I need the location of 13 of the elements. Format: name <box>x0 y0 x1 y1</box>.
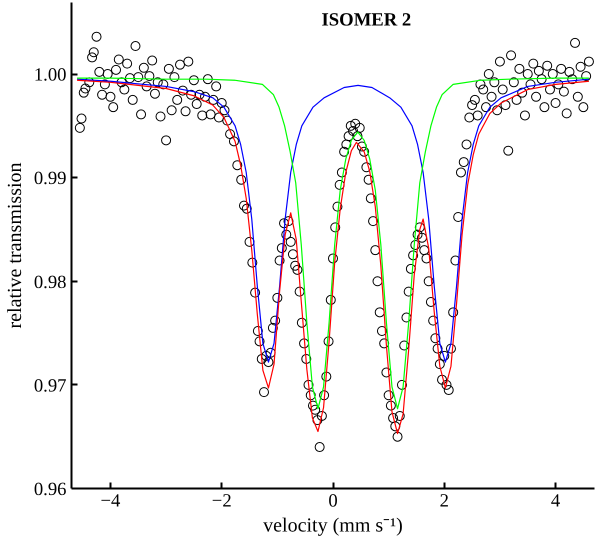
y-tick-label: 0.97 <box>34 375 67 396</box>
x-axis-title: velocity (mm s⁻¹) <box>263 514 403 536</box>
y-tick-label: 0.98 <box>34 272 67 293</box>
y-tick-label: 0.96 <box>34 479 67 500</box>
x-tick-label: −2 <box>212 490 232 512</box>
y-axis-title: relative transmission <box>4 162 26 329</box>
x-tick-label: −4 <box>100 490 122 512</box>
x-tick-label: 2 <box>440 490 449 512</box>
y-tick-label: 0.99 <box>34 168 67 190</box>
y-tick-label: 1.00 <box>34 64 67 86</box>
x-tick-label: 4 <box>550 490 561 512</box>
chart-title: ISOMER 2 <box>322 10 412 30</box>
x-tick-label: 0 <box>328 490 338 512</box>
